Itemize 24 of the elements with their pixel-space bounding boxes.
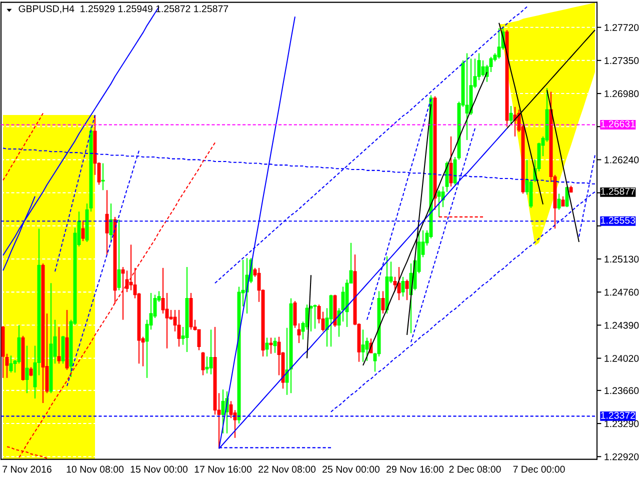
y-tick-label: 1.23660 xyxy=(604,387,639,394)
y-tick-label: 1.26240 xyxy=(604,156,639,164)
y-tick-label: 1.27720 xyxy=(604,24,639,31)
y-tick-label: 1.25130 xyxy=(604,256,639,263)
x-tick-label: 17 Nov 16:00 xyxy=(194,466,252,473)
ref-line-label: 1.26631 xyxy=(601,120,635,128)
y-tick-label: 1.23290 xyxy=(604,420,639,428)
x-tick-label: 10 Nov 08:00 xyxy=(66,466,124,473)
x-tick-label: 22 Nov 08:00 xyxy=(258,466,316,473)
ref-line-label: 1.23372 xyxy=(601,412,635,419)
y-tick-label: 1.24020 xyxy=(604,354,639,362)
x-tick-label: 15 Nov 00:00 xyxy=(130,466,188,473)
ref-line-label: 1.25553 xyxy=(601,216,636,224)
y-tick-label: 1.24390 xyxy=(604,322,639,329)
y-tick-label: 1.26980 xyxy=(604,90,639,98)
x-tick-label: 25 Nov 00:00 xyxy=(322,466,380,473)
x-tick-label: 29 Nov 16:00 xyxy=(386,466,444,473)
y-tick-label: 1.27350 xyxy=(604,57,639,64)
x-tick-label: 2 Dec 08:00 xyxy=(449,466,501,473)
x-tick-label: 7 Nov 2016 xyxy=(2,466,52,473)
text: 1.25877 xyxy=(601,188,635,195)
x-tick-label: 7 Dec 00:00 xyxy=(513,466,565,473)
y-tick-label: 1.24760 xyxy=(604,288,639,296)
y-tick-label: 1.22920 xyxy=(604,453,639,460)
